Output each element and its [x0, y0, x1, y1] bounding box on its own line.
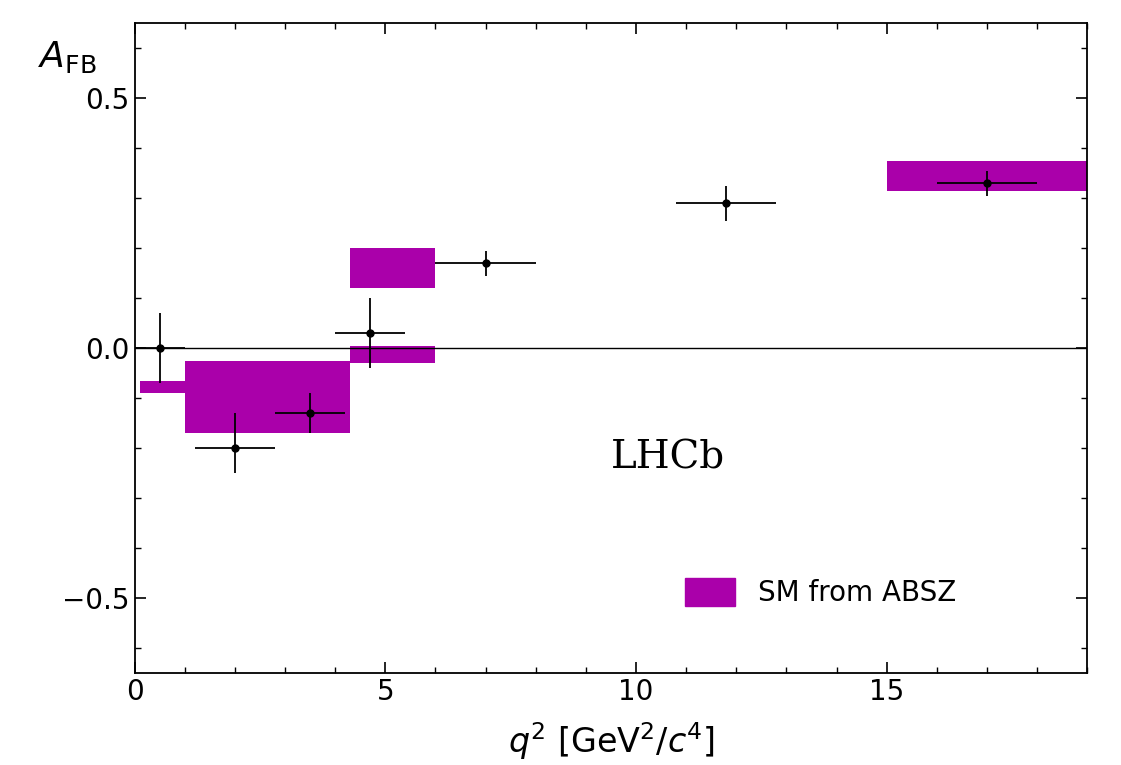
Bar	[887, 161, 1112, 190]
Y-axis label: $A_\mathrm{FB}$: $A_\mathrm{FB}$	[38, 39, 98, 75]
Legend: SM from ABSZ: SM from ABSZ	[685, 578, 956, 607]
X-axis label: $q^{2}\ \mathrm{[GeV^{2}/\mathit{c}^{4}]}$: $q^{2}\ \mathrm{[GeV^{2}/\mathit{c}^{4}]…	[508, 720, 714, 762]
Text: LHCb: LHCb	[611, 440, 725, 477]
Bar	[185, 360, 350, 433]
Bar	[350, 346, 435, 363]
Bar	[350, 248, 435, 288]
Bar	[139, 381, 185, 393]
